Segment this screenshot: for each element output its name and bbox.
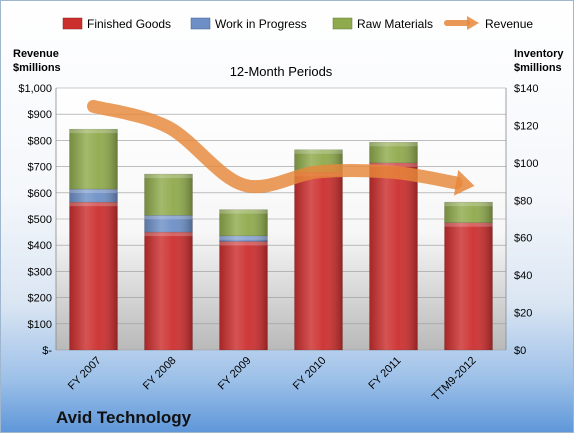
bar-segment-finished-goods bbox=[295, 172, 343, 350]
right-axis-ticks: $0 $20 $40 $60 $80 $100 $120 $140 bbox=[514, 83, 538, 357]
bar-segment-finished-goods bbox=[445, 223, 493, 350]
left-tick-label: $300 bbox=[28, 266, 52, 278]
company-name: Avid Technology bbox=[56, 408, 192, 427]
left-axis-title-line1: Revenue bbox=[13, 48, 59, 60]
bar-segment-finished-goods bbox=[70, 202, 118, 350]
right-tick-label: $0 bbox=[514, 345, 526, 357]
left-tick-label: $200 bbox=[28, 293, 52, 305]
bar-segment-finished-goods bbox=[220, 241, 268, 350]
bar-segment-work-in-progress bbox=[70, 189, 118, 202]
left-tick-label: $900 bbox=[28, 109, 52, 121]
legend-swatch-revenue bbox=[447, 16, 479, 30]
bar-segment-raw-materials bbox=[220, 210, 268, 236]
legend-swatch-finished-goods bbox=[63, 18, 82, 29]
left-tick-label: $100 bbox=[28, 319, 52, 331]
left-tick-label: $800 bbox=[28, 135, 52, 147]
bar-segment-raw-materials bbox=[370, 142, 418, 163]
right-tick-label: $60 bbox=[514, 233, 532, 245]
left-tick-label: $400 bbox=[28, 240, 52, 252]
x-tick-label: TTM9-2012 bbox=[430, 355, 479, 404]
bar-segment-raw-materials bbox=[145, 174, 193, 215]
legend-label-work-in-progress: Work in Progress bbox=[215, 17, 307, 31]
legend: Finished Goods Work in Progress Raw Mate… bbox=[63, 16, 533, 31]
bar-segment-raw-materials bbox=[445, 202, 493, 223]
x-tick-label: FY 2008 bbox=[141, 355, 179, 393]
legend-swatch-work-in-progress bbox=[191, 18, 210, 29]
x-tick-label: FY 2007 bbox=[66, 355, 104, 393]
right-tick-label: $120 bbox=[514, 120, 538, 132]
bar-segment-work-in-progress bbox=[220, 236, 268, 242]
right-tick-label: $100 bbox=[514, 158, 538, 170]
x-tick-label: FY 2011 bbox=[366, 355, 403, 392]
left-tick-label: $- bbox=[42, 345, 52, 357]
right-tick-label: $140 bbox=[514, 83, 538, 95]
right-tick-label: $40 bbox=[514, 270, 532, 282]
right-axis-title-line2: $millions bbox=[514, 62, 562, 74]
bar-segment-work-in-progress bbox=[145, 215, 193, 232]
legend-label-revenue: Revenue bbox=[485, 17, 533, 31]
left-axis-ticks: $- $100 $200 $300 $400 $500 $600 $700 $800 $900 $1… bbox=[18, 83, 52, 357]
right-tick-label: $80 bbox=[514, 195, 532, 207]
legend-swatch-raw-materials bbox=[333, 18, 352, 29]
left-tick-label: $700 bbox=[28, 162, 52, 174]
left-tick-label: $600 bbox=[28, 188, 52, 200]
chart-title: 12-Month Periods bbox=[230, 64, 333, 79]
x-tick-label: FY 2010 bbox=[291, 355, 329, 393]
left-axis-title-line2: $millions bbox=[13, 62, 61, 74]
left-tick-label: $1,000 bbox=[18, 83, 52, 95]
legend-label-finished-goods: Finished Goods bbox=[87, 17, 171, 31]
x-axis-ticks: FY 2007 FY 2008 FY 2009 FY 2010 FY 2011 TTM9-… bbox=[66, 355, 479, 404]
legend-label-raw-materials: Raw Materials bbox=[357, 17, 433, 31]
bar-segment-raw-materials bbox=[70, 129, 118, 189]
bar-segment-finished-goods bbox=[370, 163, 418, 350]
right-tick-label: $20 bbox=[514, 308, 532, 320]
x-tick-label: FY 2009 bbox=[216, 355, 254, 393]
right-axis-title-line1: Inventory bbox=[514, 48, 564, 60]
left-tick-label: $500 bbox=[28, 214, 52, 226]
bar-segment-finished-goods bbox=[145, 232, 193, 350]
